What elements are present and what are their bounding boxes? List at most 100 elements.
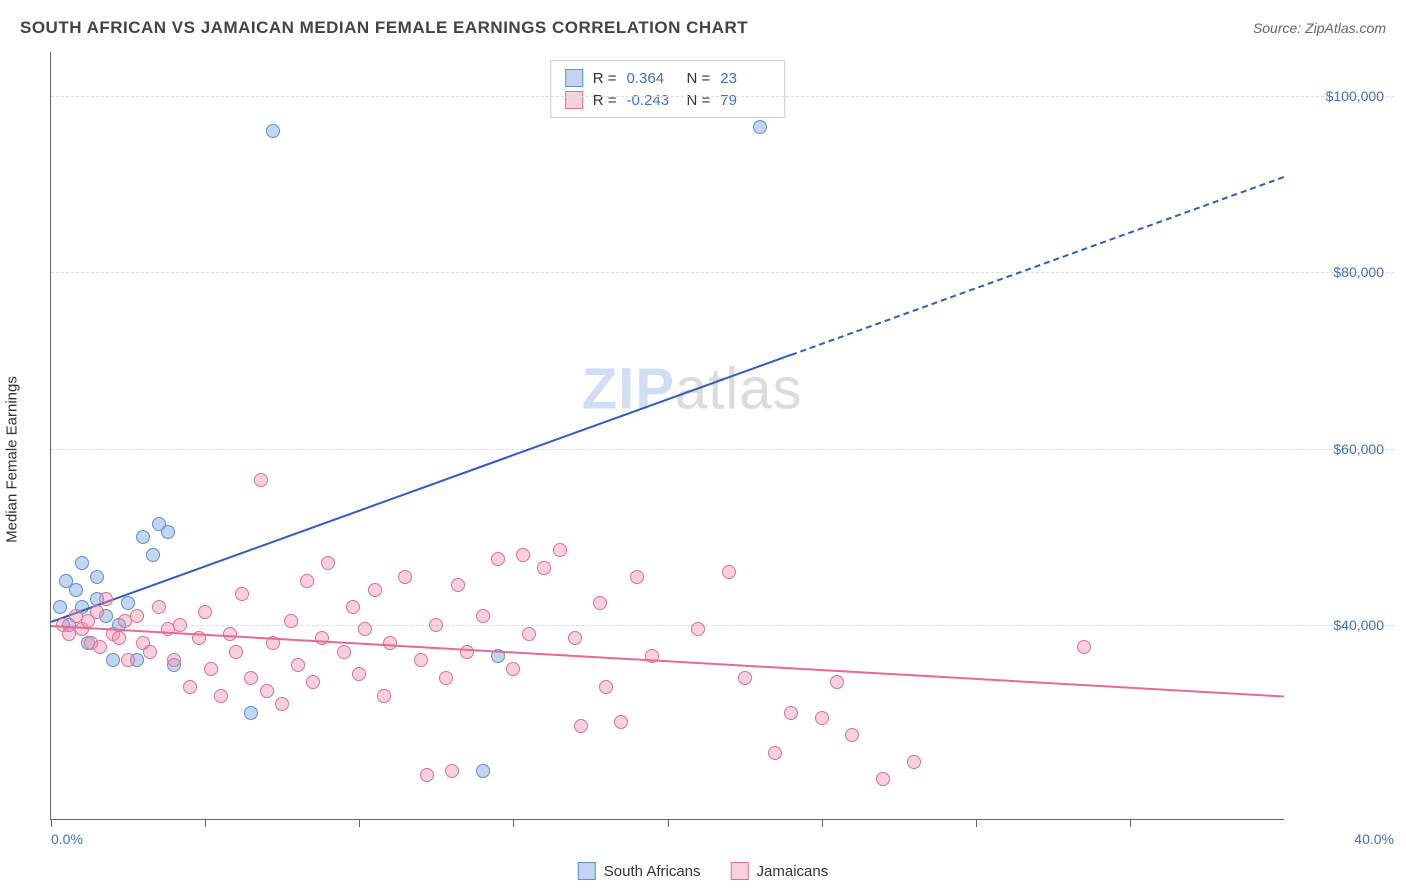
data-point [784,706,798,720]
legend: South Africans Jamaicans [578,862,828,880]
data-point [876,772,890,786]
data-point [451,578,465,592]
stats-box: R = 0.364 N = 23 R = -0.243 N = 79 [550,60,786,118]
data-point [266,124,280,138]
data-point [738,671,752,685]
data-point [491,552,505,566]
stats-r-value: -0.243 [627,92,677,109]
gridline [51,625,1394,626]
data-point [414,653,428,667]
stats-row: R =0.364N =23 [565,67,771,89]
data-point [614,715,628,729]
data-point [300,574,314,588]
data-point [377,689,391,703]
data-point [106,653,120,667]
data-point [136,530,150,544]
data-point [93,640,107,654]
data-point [121,596,135,610]
trend-line [790,175,1284,355]
data-point [593,596,607,610]
y-tick-label: $40,000 [1294,617,1384,633]
data-point [568,631,582,645]
data-point [768,746,782,760]
data-point [476,609,490,623]
plot-area: ZIPatlas R =0.364N =23R =-0.243N =79 0.0… [50,52,1284,820]
data-point [121,653,135,667]
data-point [204,662,218,676]
data-point [691,622,705,636]
x-tick [822,819,823,827]
data-point [143,645,157,659]
data-point [260,684,274,698]
data-point [99,592,113,606]
data-point [337,645,351,659]
stats-r-label: R = [593,92,617,109]
data-point [753,120,767,134]
legend-label: South Africans [604,863,701,880]
y-tick-label: $60,000 [1294,441,1384,457]
data-point [476,764,490,778]
data-point [130,609,144,623]
data-point [275,697,289,711]
data-point [173,618,187,632]
data-point [223,627,237,641]
data-point [315,631,329,645]
gridline [51,96,1394,97]
legend-swatch [578,862,596,880]
gridline [51,449,1394,450]
x-tick [1130,819,1131,827]
data-point [537,561,551,575]
stats-r-label: R = [593,70,617,87]
x-axis-max-label: 40.0% [1354,831,1394,847]
data-point [420,768,434,782]
data-point [368,583,382,597]
data-point [506,662,520,676]
x-tick [976,819,977,827]
data-point [69,583,83,597]
data-point [522,627,536,641]
data-point [383,636,397,650]
data-point [90,570,104,584]
data-point [152,600,166,614]
chart-container: Median Female Earnings ZIPatlas R =0.364… [50,52,1394,850]
data-point [90,605,104,619]
data-point [229,645,243,659]
data-point [553,543,567,557]
data-point [845,728,859,742]
stats-row: R = -0.243 N = 79 [565,89,771,111]
data-point [907,755,921,769]
legend-item: South Africans [578,862,701,880]
data-point [439,671,453,685]
trend-line [51,625,1284,698]
data-point [321,556,335,570]
data-point [167,653,181,667]
stats-swatch [565,91,583,109]
y-tick-label: $80,000 [1294,264,1384,280]
data-point [358,622,372,636]
data-point [460,645,474,659]
data-point [306,675,320,689]
stats-swatch [565,69,583,87]
data-point [198,605,212,619]
chart-title: SOUTH AFRICAN VS JAMAICAN MEDIAN FEMALE … [20,18,748,38]
data-point [146,548,160,562]
stats-n-value: 79 [720,92,770,109]
data-point [722,565,736,579]
stats-n-label: N = [687,92,711,109]
data-point [599,680,613,694]
data-point [244,706,258,720]
data-point [183,680,197,694]
data-point [815,711,829,725]
x-tick [668,819,669,827]
data-point [161,525,175,539]
chart-source: Source: ZipAtlas.com [1253,20,1386,36]
data-point [254,473,268,487]
stats-n-value: 23 [720,70,770,87]
data-point [398,570,412,584]
legend-label: Jamaicans [757,863,829,880]
data-point [429,618,443,632]
stats-r-value: 0.364 [627,70,677,87]
data-point [346,600,360,614]
x-tick [513,819,514,827]
x-tick [359,819,360,827]
